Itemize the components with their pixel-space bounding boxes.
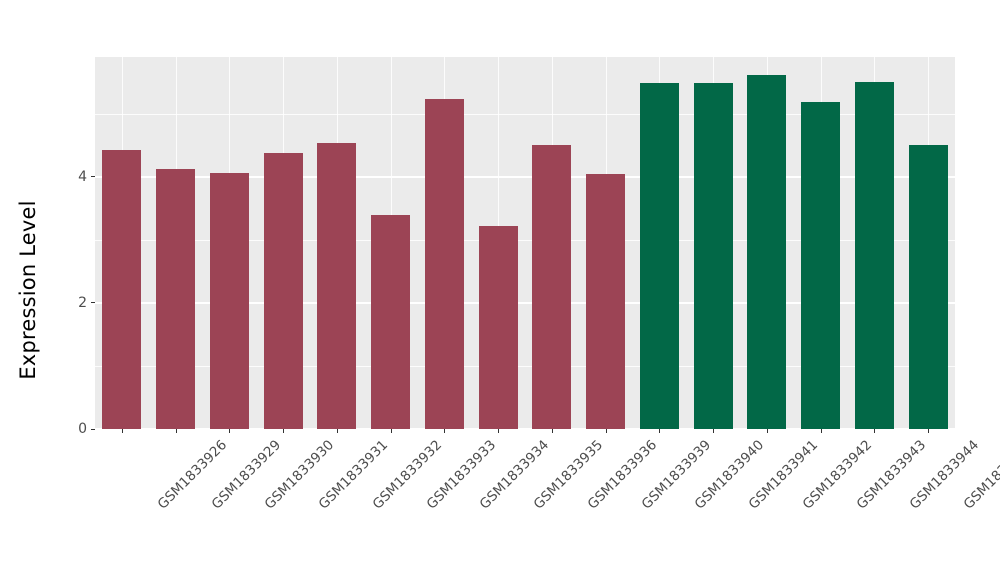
bar-GSM1833931 bbox=[263, 153, 303, 429]
y-tick-2: 2 bbox=[78, 295, 95, 311]
x-tick-mark bbox=[659, 429, 661, 433]
x-tick-mark bbox=[390, 429, 392, 433]
x-tick-mark bbox=[928, 429, 930, 433]
bar-GSM1833934 bbox=[424, 98, 464, 429]
y-tick-0: 0 bbox=[78, 421, 95, 437]
y-tick-label: 2 bbox=[78, 294, 87, 311]
gridline-major-horizontal bbox=[95, 428, 955, 429]
x-tick-mark bbox=[766, 429, 768, 433]
bar-GSM1833932 bbox=[317, 142, 357, 429]
bar-GSM1833926 bbox=[102, 149, 142, 429]
gridline-major-horizontal bbox=[95, 301, 955, 304]
x-tick-mark bbox=[820, 429, 822, 433]
gridline-minor-horizontal bbox=[95, 113, 955, 115]
gridline-minor-horizontal bbox=[95, 239, 955, 241]
bar-GSM1833935 bbox=[478, 225, 518, 429]
x-tick-mark bbox=[713, 429, 715, 433]
x-tick-mark bbox=[229, 429, 231, 433]
x-tick-mark bbox=[605, 429, 607, 433]
y-axis-title: Expression Level bbox=[16, 200, 40, 380]
bar-GSM1833930 bbox=[209, 173, 249, 429]
y-tick-label: 4 bbox=[78, 168, 87, 185]
bar-GSM1833939 bbox=[586, 173, 626, 429]
x-tick-mark bbox=[551, 429, 553, 433]
x-axis-tick-labels: GSM1833926 GSM1833929 GSM1833930 GSM1833931… bbox=[95, 429, 1000, 580]
y-axis-tick-labels: 0 2 4 bbox=[56, 0, 95, 580]
bar-GSM1833944 bbox=[854, 81, 894, 429]
bar-GSM1833936 bbox=[532, 144, 572, 429]
y-tick-mark bbox=[91, 428, 95, 430]
gridline-minor-horizontal bbox=[95, 365, 955, 367]
bar-GSM1833929 bbox=[156, 168, 196, 429]
bar-GSM1833940 bbox=[639, 83, 679, 429]
x-tick-mark bbox=[283, 429, 285, 433]
gridline-major-horizontal bbox=[95, 175, 955, 178]
y-tick-mark bbox=[91, 176, 95, 178]
bar-GSM1833941 bbox=[693, 83, 733, 429]
x-tick-mark bbox=[444, 429, 446, 433]
x-tick-mark bbox=[121, 429, 123, 433]
y-tick-mark bbox=[91, 302, 95, 304]
x-tick-mark bbox=[336, 429, 338, 433]
x-tick-mark bbox=[175, 429, 177, 433]
bar-GSM1833943 bbox=[801, 101, 841, 429]
y-tick-4: 4 bbox=[78, 169, 95, 185]
plot-panel bbox=[95, 57, 955, 429]
bar-GSM1833945 bbox=[908, 144, 948, 429]
x-tick-mark bbox=[498, 429, 500, 433]
y-tick-label: 0 bbox=[78, 421, 87, 437]
x-tick-mark bbox=[874, 429, 876, 433]
bar-GSM1833933 bbox=[371, 214, 411, 429]
bar-GSM1833942 bbox=[747, 74, 787, 429]
